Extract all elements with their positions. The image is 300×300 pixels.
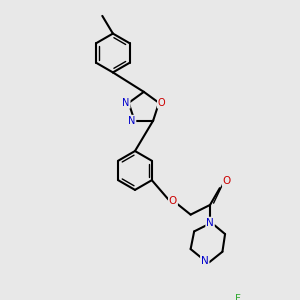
- Text: O: O: [223, 176, 231, 186]
- Text: N: N: [122, 98, 130, 108]
- Text: O: O: [158, 98, 165, 108]
- Text: N: N: [128, 116, 136, 126]
- Text: N: N: [206, 218, 214, 228]
- Text: F: F: [235, 294, 240, 300]
- Text: N: N: [201, 256, 208, 266]
- Text: O: O: [169, 196, 177, 206]
